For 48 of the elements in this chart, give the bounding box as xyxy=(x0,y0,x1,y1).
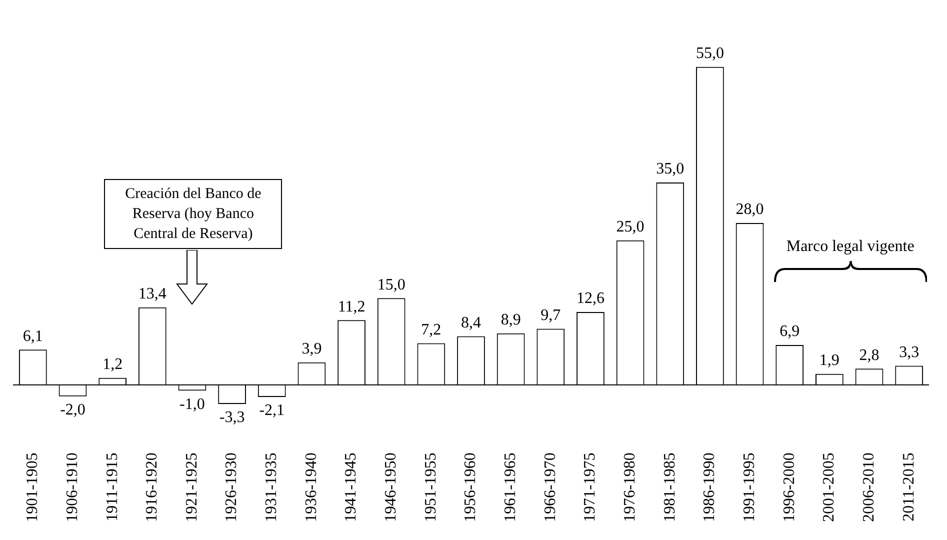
data-label: 25,0 xyxy=(616,218,644,236)
data-label: -1,0 xyxy=(180,396,205,413)
x-tick-label: 1981-1985 xyxy=(661,452,678,522)
data-label: -3,3 xyxy=(219,409,245,426)
data-label: 6,9 xyxy=(780,323,800,340)
x-tick-label: 1951-1955 xyxy=(422,452,440,522)
annotation: Creación del Banco de Reserva (hoy Banco Central de Reserva) xyxy=(104,178,282,249)
x-tick-label: 1911-1915 xyxy=(104,452,121,522)
x-tick-label: 1971-1975 xyxy=(582,452,599,522)
data-label: -2,0 xyxy=(60,402,86,419)
x-tick-label: 2001-2005 xyxy=(820,452,838,522)
data-label: 55,0 xyxy=(696,45,724,62)
x-tick-label: 2011-2015 xyxy=(900,452,918,522)
data-label: 15,0 xyxy=(377,276,406,294)
x-tick-label: 1966-1970 xyxy=(542,452,559,522)
x-tick-label: 1986-1990 xyxy=(701,452,718,522)
data-label: 1,2 xyxy=(102,356,123,374)
data-label: 2,8 xyxy=(859,346,880,364)
x-tick-label: 1901-1905 xyxy=(24,452,42,522)
data-label: 12,6 xyxy=(576,290,604,308)
data-label: 8,9 xyxy=(500,312,521,329)
data-label: 28,0 xyxy=(736,201,764,218)
x-tick-label: 1926-1930 xyxy=(223,452,240,522)
data-label: 3,9 xyxy=(302,340,322,358)
data-label: 1,9 xyxy=(819,352,840,370)
x-tick-label: 1906-1910 xyxy=(64,452,81,522)
x-tick-label: 1976-1980 xyxy=(622,452,639,522)
data-label: 6,1 xyxy=(22,328,43,345)
data-label: 3,3 xyxy=(899,344,920,361)
data-label: 7,2 xyxy=(421,321,442,338)
x-tick-label: 2006-2010 xyxy=(860,452,878,522)
x-tick-label: 1956-1960 xyxy=(462,452,480,522)
x-tick-label: 1996-2000 xyxy=(780,452,798,522)
data-label: 35,0 xyxy=(656,160,684,178)
data-label: 9,7 xyxy=(540,306,561,324)
data-label: 11,2 xyxy=(338,298,366,316)
annotation: Marco legal vigente xyxy=(785,237,916,258)
x-tick-label: 1961-1965 xyxy=(502,452,520,522)
data-label: -2,1 xyxy=(259,402,285,420)
x-tick-label: 1916-1920 xyxy=(144,452,161,522)
x-tick-label: 1991-1995 xyxy=(740,452,758,522)
x-tick-label: 1931-1935 xyxy=(263,452,280,522)
x-tick-label: 1921-1925 xyxy=(183,452,200,522)
x-tick-label: 1946-1950 xyxy=(382,452,400,522)
x-tick-label: 1941-1945 xyxy=(342,452,360,522)
x-tick-label: 1936-1940 xyxy=(302,452,320,522)
data-label: 13,4 xyxy=(138,286,166,303)
data-label: 8,4 xyxy=(461,314,481,332)
